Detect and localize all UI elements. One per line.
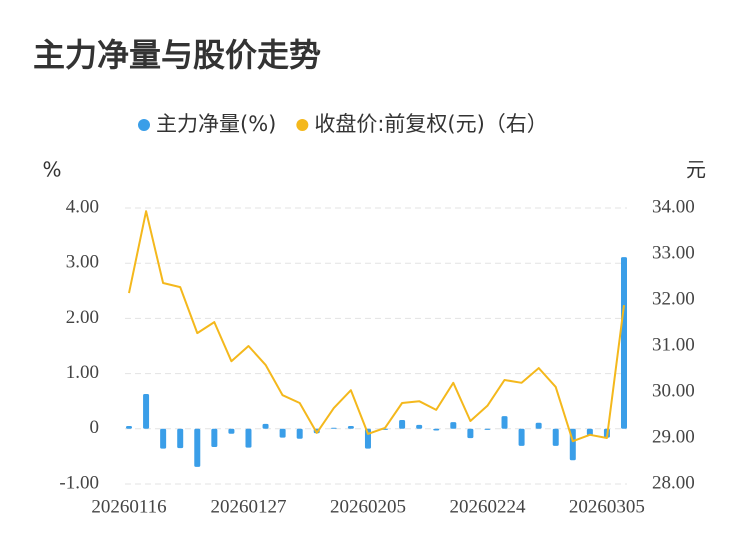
y-tick-label: 1.00 bbox=[66, 362, 99, 383]
bar bbox=[143, 394, 150, 429]
bar bbox=[330, 427, 337, 429]
y-axis-unit: % bbox=[42, 158, 61, 182]
bar bbox=[177, 428, 184, 449]
bar bbox=[160, 428, 167, 449]
y2-tick-label: 28.00 bbox=[652, 472, 695, 493]
y-tick-label: 0 bbox=[90, 417, 100, 438]
bar bbox=[211, 428, 218, 448]
bar bbox=[433, 428, 440, 431]
y2-tick-label: 30.00 bbox=[652, 380, 695, 401]
bar bbox=[586, 428, 593, 436]
bar bbox=[518, 428, 525, 446]
y2-tick-label: 34.00 bbox=[652, 196, 695, 217]
bar bbox=[450, 422, 457, 429]
legend-marker bbox=[138, 119, 150, 131]
legend-marker bbox=[296, 119, 309, 131]
bar bbox=[621, 257, 627, 429]
y-tick-label: 4.00 bbox=[66, 196, 99, 217]
bar bbox=[228, 428, 235, 434]
y2-tick-label: 31.00 bbox=[652, 334, 695, 355]
y-tick-label: -1.00 bbox=[59, 472, 99, 493]
x-tick-label: 20260205 bbox=[330, 496, 406, 517]
legend-label: 主力净量(%) bbox=[156, 112, 276, 136]
bar bbox=[245, 428, 252, 448]
y2-tick-label: 32.00 bbox=[652, 288, 695, 309]
x-tick-label: 20260127 bbox=[210, 496, 286, 517]
bar bbox=[552, 428, 559, 446]
bar bbox=[535, 422, 542, 429]
bar bbox=[467, 428, 474, 439]
price-line bbox=[128, 210, 625, 443]
y-tick-label: 3.00 bbox=[66, 252, 99, 273]
y2-axis-unit: 元 bbox=[686, 158, 706, 182]
chart-title: 主力净量与股价走势 bbox=[33, 36, 321, 74]
bar bbox=[194, 428, 201, 467]
legend-label: 收盘价:前复权(元)（右） bbox=[314, 112, 547, 136]
bar bbox=[501, 416, 508, 429]
x-tick-label: 20260116 bbox=[91, 496, 166, 517]
bar bbox=[347, 426, 354, 429]
x-tick-label: 20260224 bbox=[449, 496, 526, 517]
bar bbox=[296, 428, 303, 439]
x-tick-label: 20260305 bbox=[569, 496, 645, 517]
y2-tick-label: 29.00 bbox=[652, 426, 695, 447]
y2-tick-label: 33.00 bbox=[652, 242, 695, 263]
y-tick-label: 2.00 bbox=[66, 307, 99, 328]
bar bbox=[262, 423, 269, 429]
bar bbox=[416, 424, 423, 429]
bar bbox=[484, 428, 491, 430]
bar bbox=[126, 426, 132, 429]
bar bbox=[279, 428, 286, 438]
bar bbox=[399, 419, 406, 429]
